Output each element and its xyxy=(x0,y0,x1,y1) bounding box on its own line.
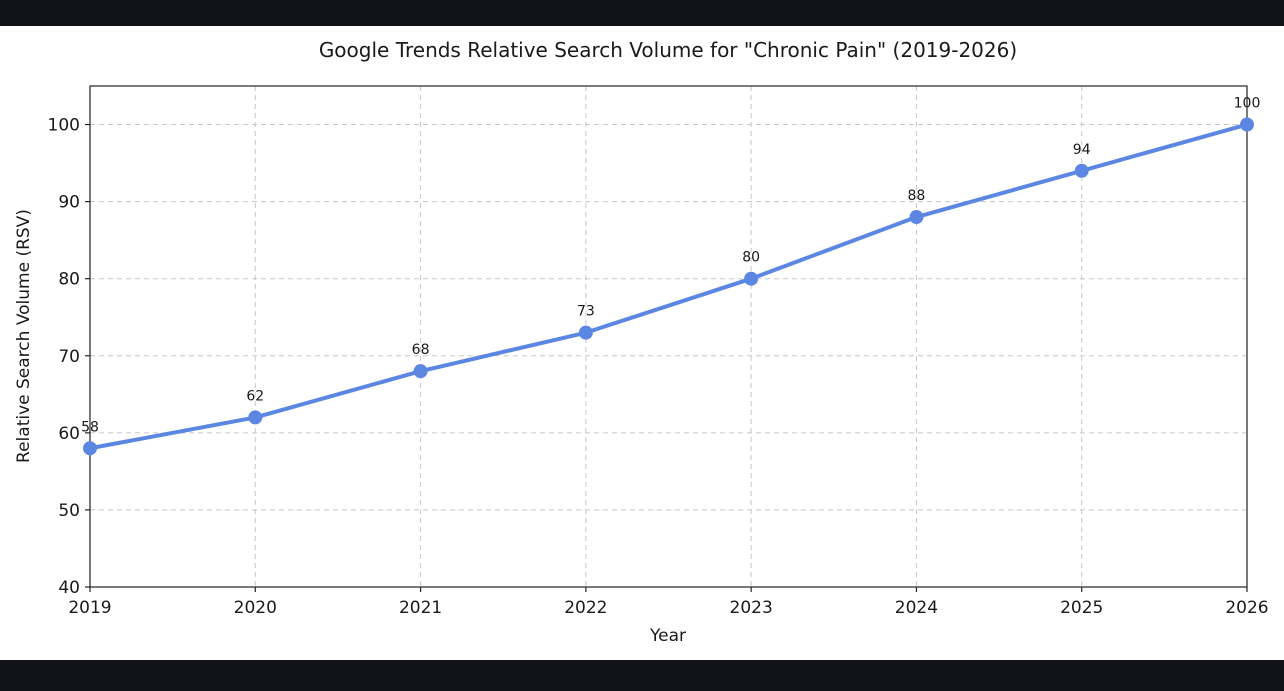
data-label: 62 xyxy=(246,388,264,404)
data-label: 73 xyxy=(577,304,595,320)
tick-layer: 2019 2020 2021 2022 2023 2024 2025 2026 40 50 60 70… xyxy=(48,116,1269,618)
data-point xyxy=(1240,117,1254,132)
data-point xyxy=(83,441,97,456)
x-tick-label: 2025 xyxy=(1060,598,1103,618)
y-tick-label: 50 xyxy=(58,501,80,521)
y-tick-label: 80 xyxy=(58,270,80,290)
x-tick-label: 2021 xyxy=(399,598,442,618)
data-point xyxy=(1074,163,1089,178)
line-chart: Google Trends Relative Search Volume for… xyxy=(14,38,1269,646)
data-label: 58 xyxy=(81,419,99,435)
x-tick-label: 2019 xyxy=(68,598,111,618)
data-label: 94 xyxy=(1073,142,1091,158)
series-line xyxy=(88,122,1249,451)
data-point xyxy=(744,271,759,286)
data-label-layer: 58 62 68 73 80 88 94 100 xyxy=(81,96,1260,436)
y-axis-label: Relative Search Volume (RSV) xyxy=(14,209,34,463)
x-tick-label: 2023 xyxy=(730,598,773,618)
y-tick-label: 40 xyxy=(58,578,80,598)
data-label: 80 xyxy=(742,250,760,266)
y-tick-label: 90 xyxy=(58,193,80,213)
x-axis-label: Year xyxy=(649,626,686,646)
x-tick-label: 2024 xyxy=(895,598,938,618)
series-layer xyxy=(83,117,1254,456)
x-tick-label: 2026 xyxy=(1225,598,1268,618)
y-tick-label: 60 xyxy=(58,424,80,444)
plot-area-border xyxy=(89,85,1248,588)
chart-title: Google Trends Relative Search Volume for… xyxy=(319,38,1017,62)
data-point xyxy=(413,364,428,379)
data-label: 100 xyxy=(1234,96,1261,112)
y-tick-label: 70 xyxy=(58,347,80,367)
data-point xyxy=(578,325,593,340)
y-tick-label: 100 xyxy=(48,116,80,136)
chart-frame: Google Trends Relative Search Volume for… xyxy=(0,26,1284,660)
data-label: 68 xyxy=(412,342,430,358)
x-tick-label: 2022 xyxy=(564,598,607,618)
data-point xyxy=(909,210,924,225)
x-tick-label: 2020 xyxy=(234,598,277,618)
data-label: 88 xyxy=(908,188,926,204)
data-point xyxy=(248,410,263,425)
grid-layer xyxy=(89,86,1248,588)
